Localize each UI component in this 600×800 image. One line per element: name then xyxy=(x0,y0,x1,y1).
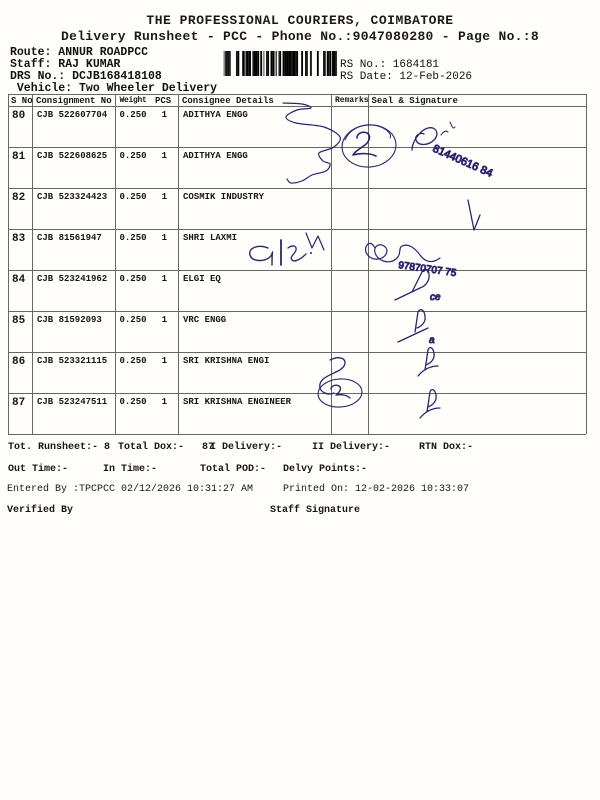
svg-text:a: a xyxy=(429,335,435,346)
svg-text:81440616 84: 81440616 84 xyxy=(431,143,495,180)
svg-text:ce: ce xyxy=(430,292,441,303)
